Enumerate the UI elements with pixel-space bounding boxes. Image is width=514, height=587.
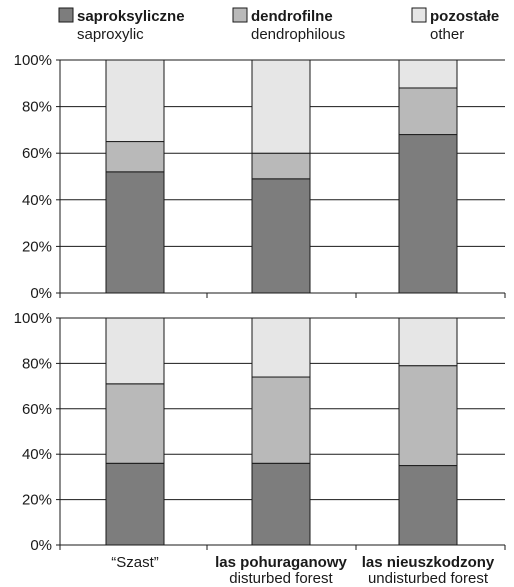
y-tick-label: 0% — [30, 537, 52, 554]
category-label: “Szast” — [111, 554, 159, 571]
bar-segment-pozostale — [398, 317, 458, 367]
bar-segment-dendrofilne — [251, 376, 311, 464]
y-tick-label: 100% — [14, 52, 52, 69]
legend-label: dendrofilne — [251, 8, 333, 25]
legend-label: pozostałe — [430, 8, 499, 25]
category-sublabel: disturbed forest — [229, 570, 333, 587]
bar-segment-dendrofilne — [105, 141, 165, 173]
bar-segment-pozostale — [251, 59, 311, 154]
bar-segment-pozostale — [251, 317, 311, 378]
bar-segment-saproksyliczne — [398, 134, 458, 294]
y-tick-label: 80% — [22, 99, 52, 116]
bar-segment-dendrofilne — [398, 365, 458, 467]
y-tick-label: 20% — [22, 238, 52, 255]
category-label: las nieuszkodzony — [362, 554, 495, 571]
bar-segment-saproksyliczne — [251, 462, 311, 546]
y-tick-label: 40% — [22, 446, 52, 463]
legend-swatch-other — [411, 7, 427, 23]
category-sublabel: undisturbed forest — [368, 570, 489, 587]
bar-segment-dendrofilne — [251, 152, 311, 180]
y-tick-label: 60% — [22, 401, 52, 418]
legend-sublabel: other — [430, 26, 464, 43]
bar-segment-pozostale — [105, 59, 165, 143]
bar-segment-dendrofilne — [105, 383, 165, 464]
legend-swatch-dendrophilous — [232, 7, 248, 23]
y-tick-label: 0% — [30, 285, 52, 302]
bar-segment-saproksyliczne — [398, 465, 458, 546]
category-label: las pohuraganowy — [215, 554, 347, 571]
y-tick-label: 60% — [22, 145, 52, 162]
bar-segment-saproksyliczne — [105, 462, 165, 546]
bar-segment-dendrofilne — [398, 87, 458, 136]
chart-panels: 0% 20% 40% 60% 80% 100% 0% 20% 40% 60% 80% 100% — [14, 52, 506, 554]
chart-panel-2: 0% 20% 40% 60% 80% 100% — [14, 310, 506, 554]
bar-segment-pozostale — [105, 317, 165, 385]
y-tick-label: 80% — [22, 355, 52, 372]
legend-sublabel: dendrophilous — [251, 26, 345, 43]
legend-swatch-saproxylic — [58, 7, 74, 23]
chart-panel-1: 0% 20% 40% 60% 80% 100% — [14, 52, 506, 302]
legend-sublabel: saproxylic — [77, 26, 144, 43]
y-tick-label: 20% — [22, 492, 52, 509]
bar-segment-saproksyliczne — [105, 171, 165, 294]
y-tick-label: 40% — [22, 192, 52, 209]
bar-segment-saproksyliczne — [251, 178, 311, 294]
legend-label: saproksyliczne — [77, 8, 185, 25]
y-tick-label: 100% — [14, 310, 52, 327]
bar-segment-pozostale — [398, 59, 458, 89]
